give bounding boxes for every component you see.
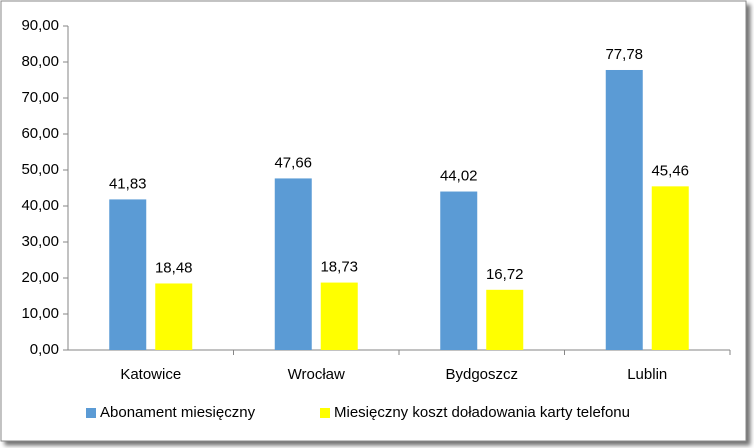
y-tick-label: 50,00	[21, 161, 59, 178]
y-tick-label: 80,00	[21, 53, 59, 70]
data-label: 18,48	[155, 259, 193, 276]
y-tick-label: 60,00	[21, 125, 59, 142]
y-tick-label: 90,00	[21, 17, 59, 34]
data-label: 47,66	[274, 154, 312, 171]
legend-label: Miesięczny koszt doładowania karty telef…	[334, 404, 630, 421]
bar	[486, 289, 524, 350]
data-label: 41,83	[109, 175, 147, 192]
data-label: 16,72	[486, 266, 524, 283]
bar	[440, 191, 478, 350]
bar	[651, 186, 689, 350]
data-label: 44,02	[440, 167, 478, 184]
y-tick-label: 0,00	[30, 341, 59, 358]
legend-swatch	[320, 408, 330, 418]
x-tick-label: Lublin	[627, 366, 667, 383]
y-tick-label: 20,00	[21, 269, 59, 286]
y-tick-label: 40,00	[21, 197, 59, 214]
data-label: 45,46	[651, 162, 689, 179]
bar	[155, 283, 193, 350]
x-tick-label: Bydgoszcz	[445, 366, 518, 383]
bar	[320, 282, 358, 350]
legend-swatch	[86, 408, 96, 418]
data-label: 18,73	[320, 259, 358, 276]
bar	[109, 199, 147, 350]
data-label: 77,78	[605, 46, 643, 63]
bar	[605, 69, 643, 350]
y-tick-label: 30,00	[21, 233, 59, 250]
bar	[274, 178, 312, 350]
y-tick-label: 70,00	[21, 89, 59, 106]
y-tick-label: 10,00	[21, 305, 59, 322]
x-tick-label: Wrocław	[288, 366, 345, 383]
legend-label: Abonament miesięczny	[100, 404, 256, 421]
x-tick-label: Katowice	[120, 366, 181, 383]
